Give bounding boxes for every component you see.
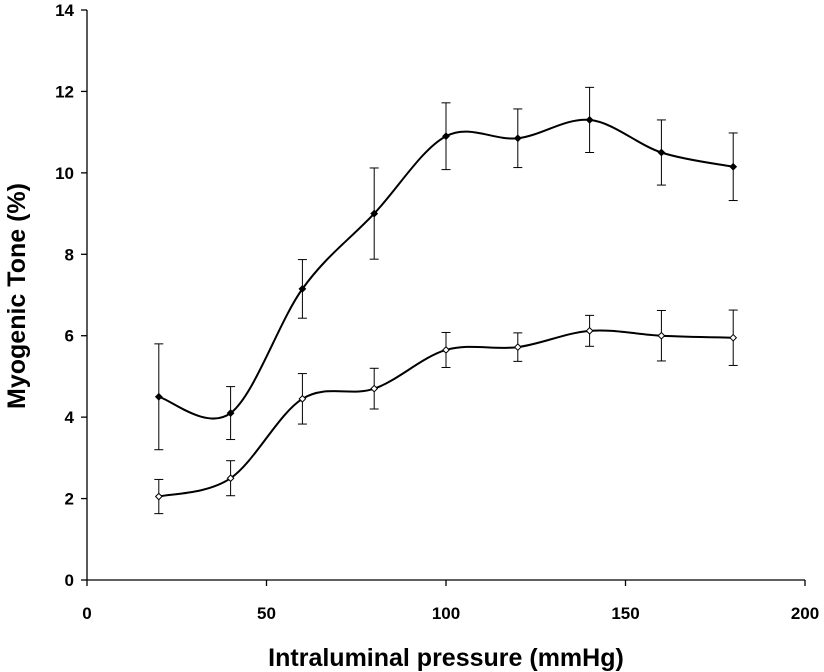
- y-tick-label: 14: [55, 1, 74, 20]
- data-point: [513, 134, 522, 143]
- y-tick-label: 0: [65, 571, 74, 590]
- y-axis-title: Myogenic Tone (%): [3, 183, 31, 409]
- data-point: [154, 392, 163, 401]
- series-lines: [158, 118, 734, 498]
- x-tick-label: 200: [791, 604, 819, 623]
- y-tick-label: 8: [65, 245, 74, 264]
- data-point: [657, 148, 666, 157]
- data-point: [585, 326, 594, 335]
- y-tick-label: 10: [55, 164, 74, 183]
- x-tick-label: 50: [257, 604, 276, 623]
- data-point: [513, 343, 522, 352]
- x-axis-title: Intraluminal pressure (mmHg): [268, 644, 624, 672]
- data-point: [370, 209, 379, 218]
- data-point: [442, 346, 450, 354]
- x-tick-label: 0: [82, 604, 91, 623]
- data-point: [585, 116, 594, 124]
- data-point: [729, 162, 738, 171]
- data-point: [298, 284, 307, 293]
- y-tick-label: 2: [65, 490, 74, 509]
- series-line-1: [158, 118, 734, 420]
- axes: 0 2 4 6 8 10 12 14 0 50 100 150 200: [55, 1, 819, 623]
- data-point: [370, 384, 379, 393]
- data-point: [442, 132, 450, 141]
- y-tick-label: 6: [65, 327, 74, 346]
- x-tick-label: 150: [611, 604, 639, 623]
- data-point: [154, 492, 163, 501]
- y-tick-label: 12: [55, 82, 74, 101]
- data-point: [226, 409, 235, 417]
- data-point: [298, 394, 307, 403]
- y-tick-label: 4: [65, 408, 75, 427]
- data-point: [657, 331, 666, 340]
- data-markers: [154, 116, 738, 501]
- data-point: [729, 333, 738, 342]
- series-line-2: [158, 329, 734, 498]
- error-bars: [154, 86, 738, 515]
- x-tick-label: 100: [432, 604, 460, 623]
- data-point: [226, 474, 235, 483]
